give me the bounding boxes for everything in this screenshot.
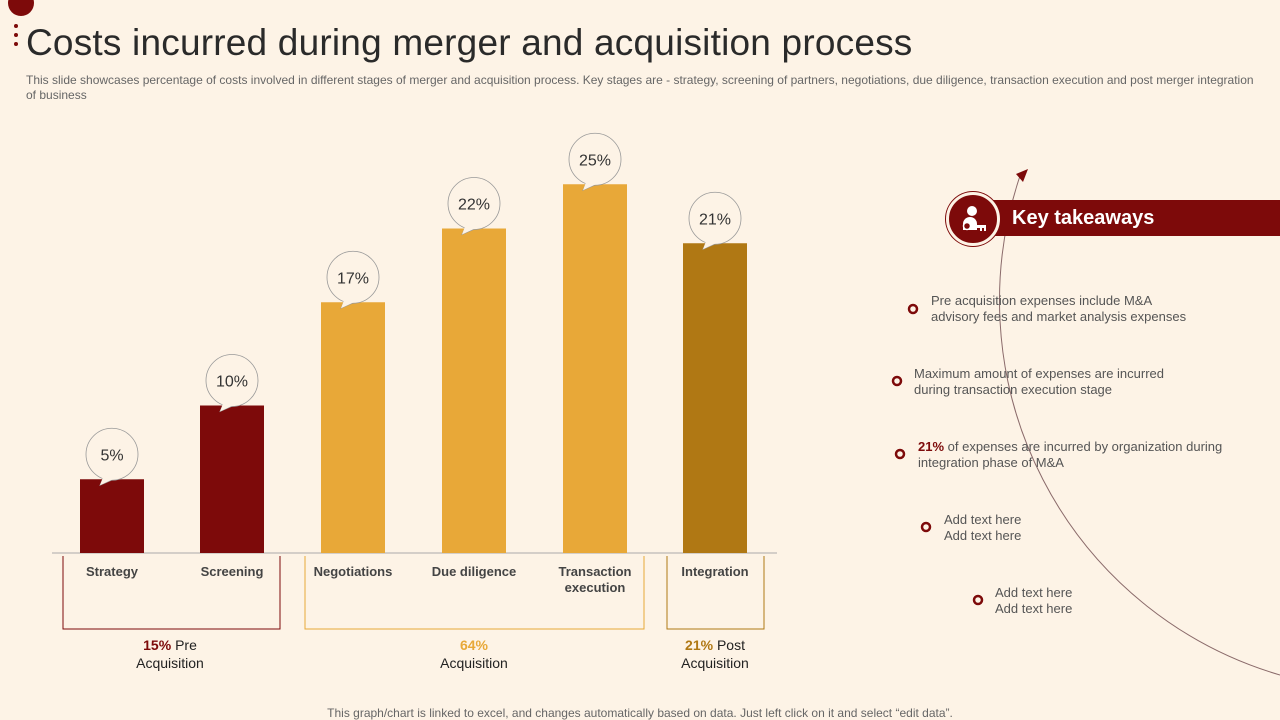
data-bubble: [85, 427, 139, 481]
bar: [563, 184, 627, 553]
timeline-dot: [891, 375, 903, 387]
category-label: Transaction: [559, 564, 632, 579]
data-bubble: [205, 354, 259, 407]
category-label: Integration: [681, 564, 748, 579]
group-bracket: [304, 556, 645, 630]
category-label: Due diligence: [432, 564, 517, 579]
data-bubble: [568, 132, 622, 186]
takeaway-item: Maximum amount of expenses are incurred …: [914, 366, 1164, 398]
data-label: 5%: [100, 447, 123, 464]
group-line2: Acquisition: [681, 655, 749, 671]
bubble-tail-fill: [583, 182, 598, 191]
bubble-tail-fill: [703, 241, 718, 250]
takeaway-item: 21% of expenses are incurred by organiza…: [918, 439, 1222, 471]
takeaway-line1: Pre acquisition expenses include M&A: [931, 293, 1153, 308]
takeaway-line2: integration phase of M&A: [918, 455, 1064, 470]
timeline-dot: [920, 521, 932, 533]
data-bubble: [326, 250, 380, 304]
bar: [80, 479, 144, 553]
group-pct: 15%: [143, 637, 172, 653]
group-text: Pre: [175, 637, 197, 653]
group-bracket: [666, 556, 765, 630]
takeaway-line1: Add text here: [944, 512, 1022, 527]
key-takeaways-badge: [946, 192, 1000, 246]
group-bracket: [62, 556, 281, 630]
group-label-post: 21% Post Acquisition: [640, 636, 790, 672]
group-line2: Acquisition: [136, 655, 204, 671]
bar: [200, 405, 264, 553]
bar: [321, 302, 385, 553]
page-subtitle: This slide showcases percentage of costs…: [26, 73, 1254, 102]
data-bubble: [688, 191, 742, 245]
category-label: Strategy: [86, 564, 139, 579]
timeline-arc: [999, 172, 1280, 676]
takeaway-item: Add text here Add text here: [944, 512, 1021, 544]
user-key-icon: [962, 206, 986, 231]
category-label: Negotiations: [314, 564, 393, 579]
data-bubble: [447, 177, 501, 230]
timeline-dot: [894, 448, 906, 460]
data-label: 22%: [458, 197, 490, 214]
decorative-circle: [8, 0, 34, 16]
group-text: Post: [716, 637, 745, 653]
timeline-dot: [907, 303, 919, 315]
data-label: 10%: [216, 374, 248, 391]
category-label: Screening: [201, 564, 264, 579]
decorative-dots: [14, 24, 18, 51]
group-label-pre: 15% Pre Acquisition: [95, 636, 245, 672]
bubble-tail-fill: [341, 300, 356, 309]
takeaway-line1: Add text here: [995, 585, 1073, 600]
takeaway-line2: advisory fees and market analysis expens…: [931, 309, 1187, 324]
takeaway-item: Pre acquisition expenses include M&A adv…: [931, 293, 1186, 325]
footer-note: This graph/chart is linked to excel, and…: [327, 706, 953, 720]
takeaway-line1: of expenses are incurred by organization…: [944, 439, 1223, 454]
takeaway-highlight: 21%: [918, 439, 945, 454]
group-line2: Acquisition: [440, 655, 508, 671]
takeaway-line2: during transaction execution stage: [914, 382, 1113, 397]
data-label: 17%: [337, 270, 369, 287]
timeline-dot: [972, 594, 984, 606]
data-label: 25%: [579, 152, 611, 169]
takeaway-item: Add text here Add text here: [995, 585, 1072, 617]
bubble-tail-fill: [462, 226, 477, 235]
data-label: 21%: [699, 211, 731, 228]
takeaway-line1: Maximum amount of expenses are incurred: [914, 366, 1165, 381]
group-label-acquisition: 64% Acquisition: [399, 636, 549, 672]
key-takeaways-header: Key takeaways: [970, 200, 1280, 236]
bar: [683, 243, 747, 553]
bubble-tail-fill: [220, 403, 235, 412]
page-title: Costs incurred during merger and acquisi…: [26, 22, 913, 63]
group-pct: 64%: [459, 637, 489, 653]
arc-arrow-head: [1016, 169, 1028, 182]
takeaway-line2: Add text here: [944, 528, 1022, 543]
bubble-tail-fill: [100, 477, 115, 486]
category-label: execution: [565, 580, 626, 595]
takeaway-line2: Add text here: [995, 601, 1073, 616]
bar: [442, 228, 506, 553]
group-pct: 21%: [685, 637, 714, 653]
